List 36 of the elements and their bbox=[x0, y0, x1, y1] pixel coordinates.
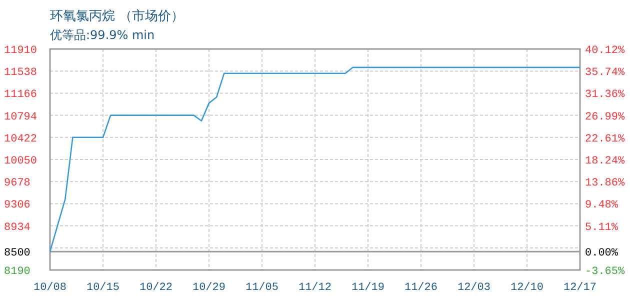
y2-tick-label: 40.12% bbox=[585, 45, 626, 57]
y2-tick-label: 5.11% bbox=[585, 222, 618, 234]
y-tick-label: 9306 bbox=[4, 200, 30, 212]
y2-tick-label: -3.65% bbox=[585, 266, 626, 278]
y2-tick-label: 0.00% bbox=[585, 248, 618, 260]
y2-tick-label: 22.61% bbox=[585, 133, 626, 146]
y2-tick-label: 13.86% bbox=[585, 178, 626, 190]
x-tick-label: 10/29 bbox=[192, 282, 226, 294]
y2-tick-label: 18.24% bbox=[585, 155, 626, 168]
y2-tick-label: 26.99% bbox=[585, 111, 626, 124]
y-tick-label: 11538 bbox=[4, 67, 38, 80]
x-tick-label: 11/26 bbox=[404, 282, 438, 294]
y2-tick-label: 31.36% bbox=[585, 89, 626, 102]
x-tick-label: 12/03 bbox=[457, 282, 491, 294]
x-tick-label: 11/05 bbox=[245, 282, 279, 294]
x-tick-label: 11/12 bbox=[298, 282, 332, 294]
x-tick-label: 12/10 bbox=[510, 282, 544, 294]
chart-title: 环氧氯丙烷 （市场价） bbox=[50, 9, 184, 24]
y-tick-label: 8934 bbox=[4, 222, 31, 234]
y-tick-label: 10794 bbox=[4, 111, 38, 124]
x-tick-label: 10/15 bbox=[86, 282, 120, 294]
y-tick-label: 10422 bbox=[4, 133, 38, 146]
ref-line-label: 8500 bbox=[4, 248, 30, 260]
y-tick-label: 11166 bbox=[4, 89, 38, 102]
y-tick-label: 9678 bbox=[4, 178, 30, 190]
x-tick-label: 11/19 bbox=[351, 282, 385, 294]
line-series bbox=[49, 66, 581, 252]
y-tick-label: 11910 bbox=[4, 45, 38, 57]
chart-subtitle: 优等品:99.9% min bbox=[50, 28, 155, 42]
x-tick-label: 10/22 bbox=[139, 282, 173, 294]
y2-tick-label: 9.48% bbox=[585, 200, 618, 212]
x-tick-label: 12/17 bbox=[563, 282, 597, 294]
y-tick-label: 8190 bbox=[4, 266, 30, 278]
x-tick-label: 10/08 bbox=[33, 282, 67, 294]
y-tick-label: 10050 bbox=[4, 156, 38, 168]
y2-tick-label: 35.74% bbox=[585, 67, 626, 80]
